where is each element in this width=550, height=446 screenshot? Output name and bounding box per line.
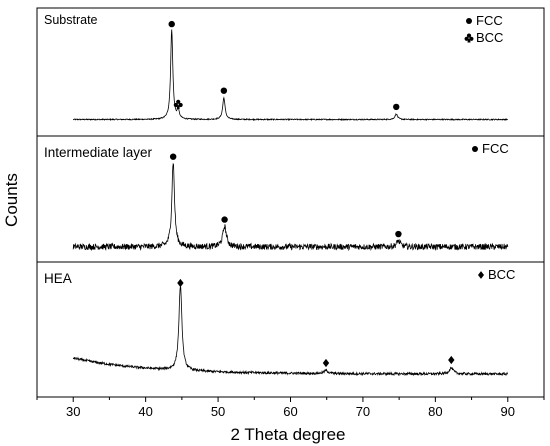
- peak-marker-fcc: [220, 87, 228, 94]
- peak-marker-bcc: [322, 358, 330, 368]
- diffraction-trace: [72, 286, 508, 377]
- peak-marker-fcc: [169, 153, 177, 160]
- peak-marker-fcc: [395, 230, 402, 238]
- legend-symbol-circle: [472, 146, 478, 152]
- x-axis-label: 2 Theta degree: [231, 425, 346, 444]
- legend-text: FCC: [482, 141, 509, 156]
- x-tick-label: 50: [211, 404, 225, 419]
- x-tick-label: 70: [356, 404, 370, 419]
- x-tick-label: 60: [283, 404, 297, 419]
- legend-symbol-diamond: [478, 271, 484, 279]
- peak-marker-bcc: [173, 99, 183, 109]
- peak-marker-bcc: [177, 278, 184, 288]
- panel-frame: [36, 261, 545, 398]
- panel-legends: FCC BCC FCC BCC: [464, 13, 515, 282]
- diffraction-trace: [72, 162, 509, 252]
- x-tick-label: 90: [501, 404, 515, 419]
- x-tick-label: 80: [428, 404, 442, 419]
- panel-label: Intermediate layer: [44, 145, 153, 160]
- legend-symbol-circle: [466, 18, 472, 24]
- peak-marker-fcc: [168, 20, 175, 28]
- panel-label: HEA: [44, 271, 72, 286]
- peak-marker-fcc: [393, 103, 400, 111]
- legend-symbol-club: [464, 33, 474, 43]
- legend-text: BCC: [488, 267, 515, 282]
- legend-text: FCC: [476, 13, 503, 28]
- diffraction-trace: [72, 29, 508, 122]
- x-axis: 30 40 50 60 70 80 90: [36, 397, 545, 419]
- peak-markers: [168, 20, 455, 368]
- panel-labels: Substrate Intermediate layer HEA: [44, 13, 153, 286]
- peak-marker-fcc: [221, 216, 228, 223]
- panel-frames: [36, 7, 545, 398]
- panel-frame: [36, 7, 545, 137]
- x-tick-label: 40: [138, 404, 152, 419]
- y-axis-label: Counts: [2, 173, 21, 227]
- x-tick-label: 30: [66, 404, 80, 419]
- peak-marker-bcc: [448, 355, 455, 365]
- panel-label: Substrate: [44, 13, 98, 27]
- legend-text: BCC: [476, 30, 503, 45]
- diffraction-traces: [72, 29, 509, 377]
